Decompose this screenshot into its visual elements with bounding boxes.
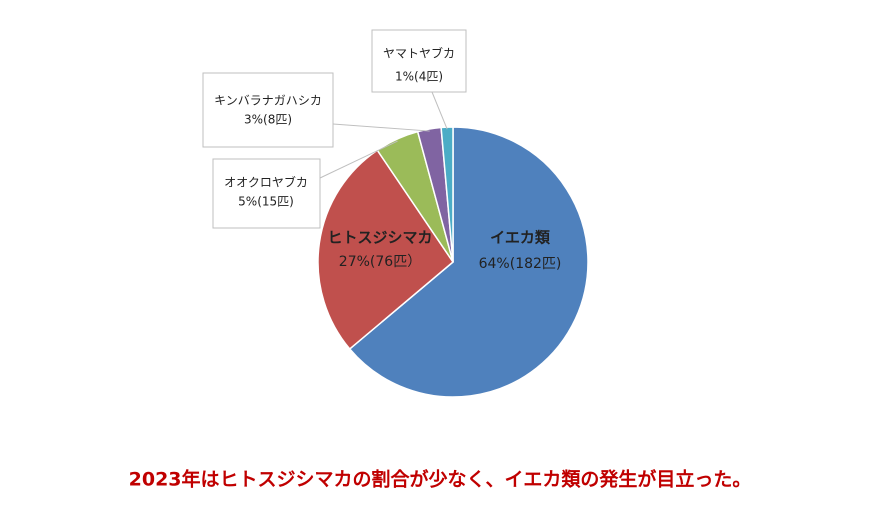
- slice-value-label: 3%(8匹): [244, 113, 292, 127]
- callout-box: [371, 29, 467, 93]
- slice-value-label: 1%(4匹): [395, 70, 443, 84]
- callout-pointer: [431, 91, 448, 130]
- slice-value-label: 64%(182匹): [479, 256, 562, 272]
- slice-value-label: 5%(15匹): [238, 195, 294, 209]
- slice-value-label: 27%(76匹）: [339, 254, 421, 270]
- slice-label: キンバラナガハシカ: [214, 94, 322, 108]
- pie-slice: [317, 149, 454, 351]
- callout-box: [202, 72, 334, 148]
- callout-pointer: [332, 123, 430, 132]
- pie-slice: [440, 126, 454, 263]
- callout-pointer: [319, 140, 398, 179]
- annotation: 2023年はヒトスジシマカの割合が少なく、イエカ類の発生が目立った。: [129, 468, 752, 491]
- slice-label: イエカ類: [490, 229, 551, 247]
- callout-box: [212, 158, 321, 229]
- slice-label: オオクロヤブカ: [224, 175, 308, 190]
- slice-label: ヤマトヤブカ: [383, 46, 455, 61]
- pie-slice: [348, 126, 589, 398]
- slice-label: ヒトスジシマカ: [327, 229, 432, 247]
